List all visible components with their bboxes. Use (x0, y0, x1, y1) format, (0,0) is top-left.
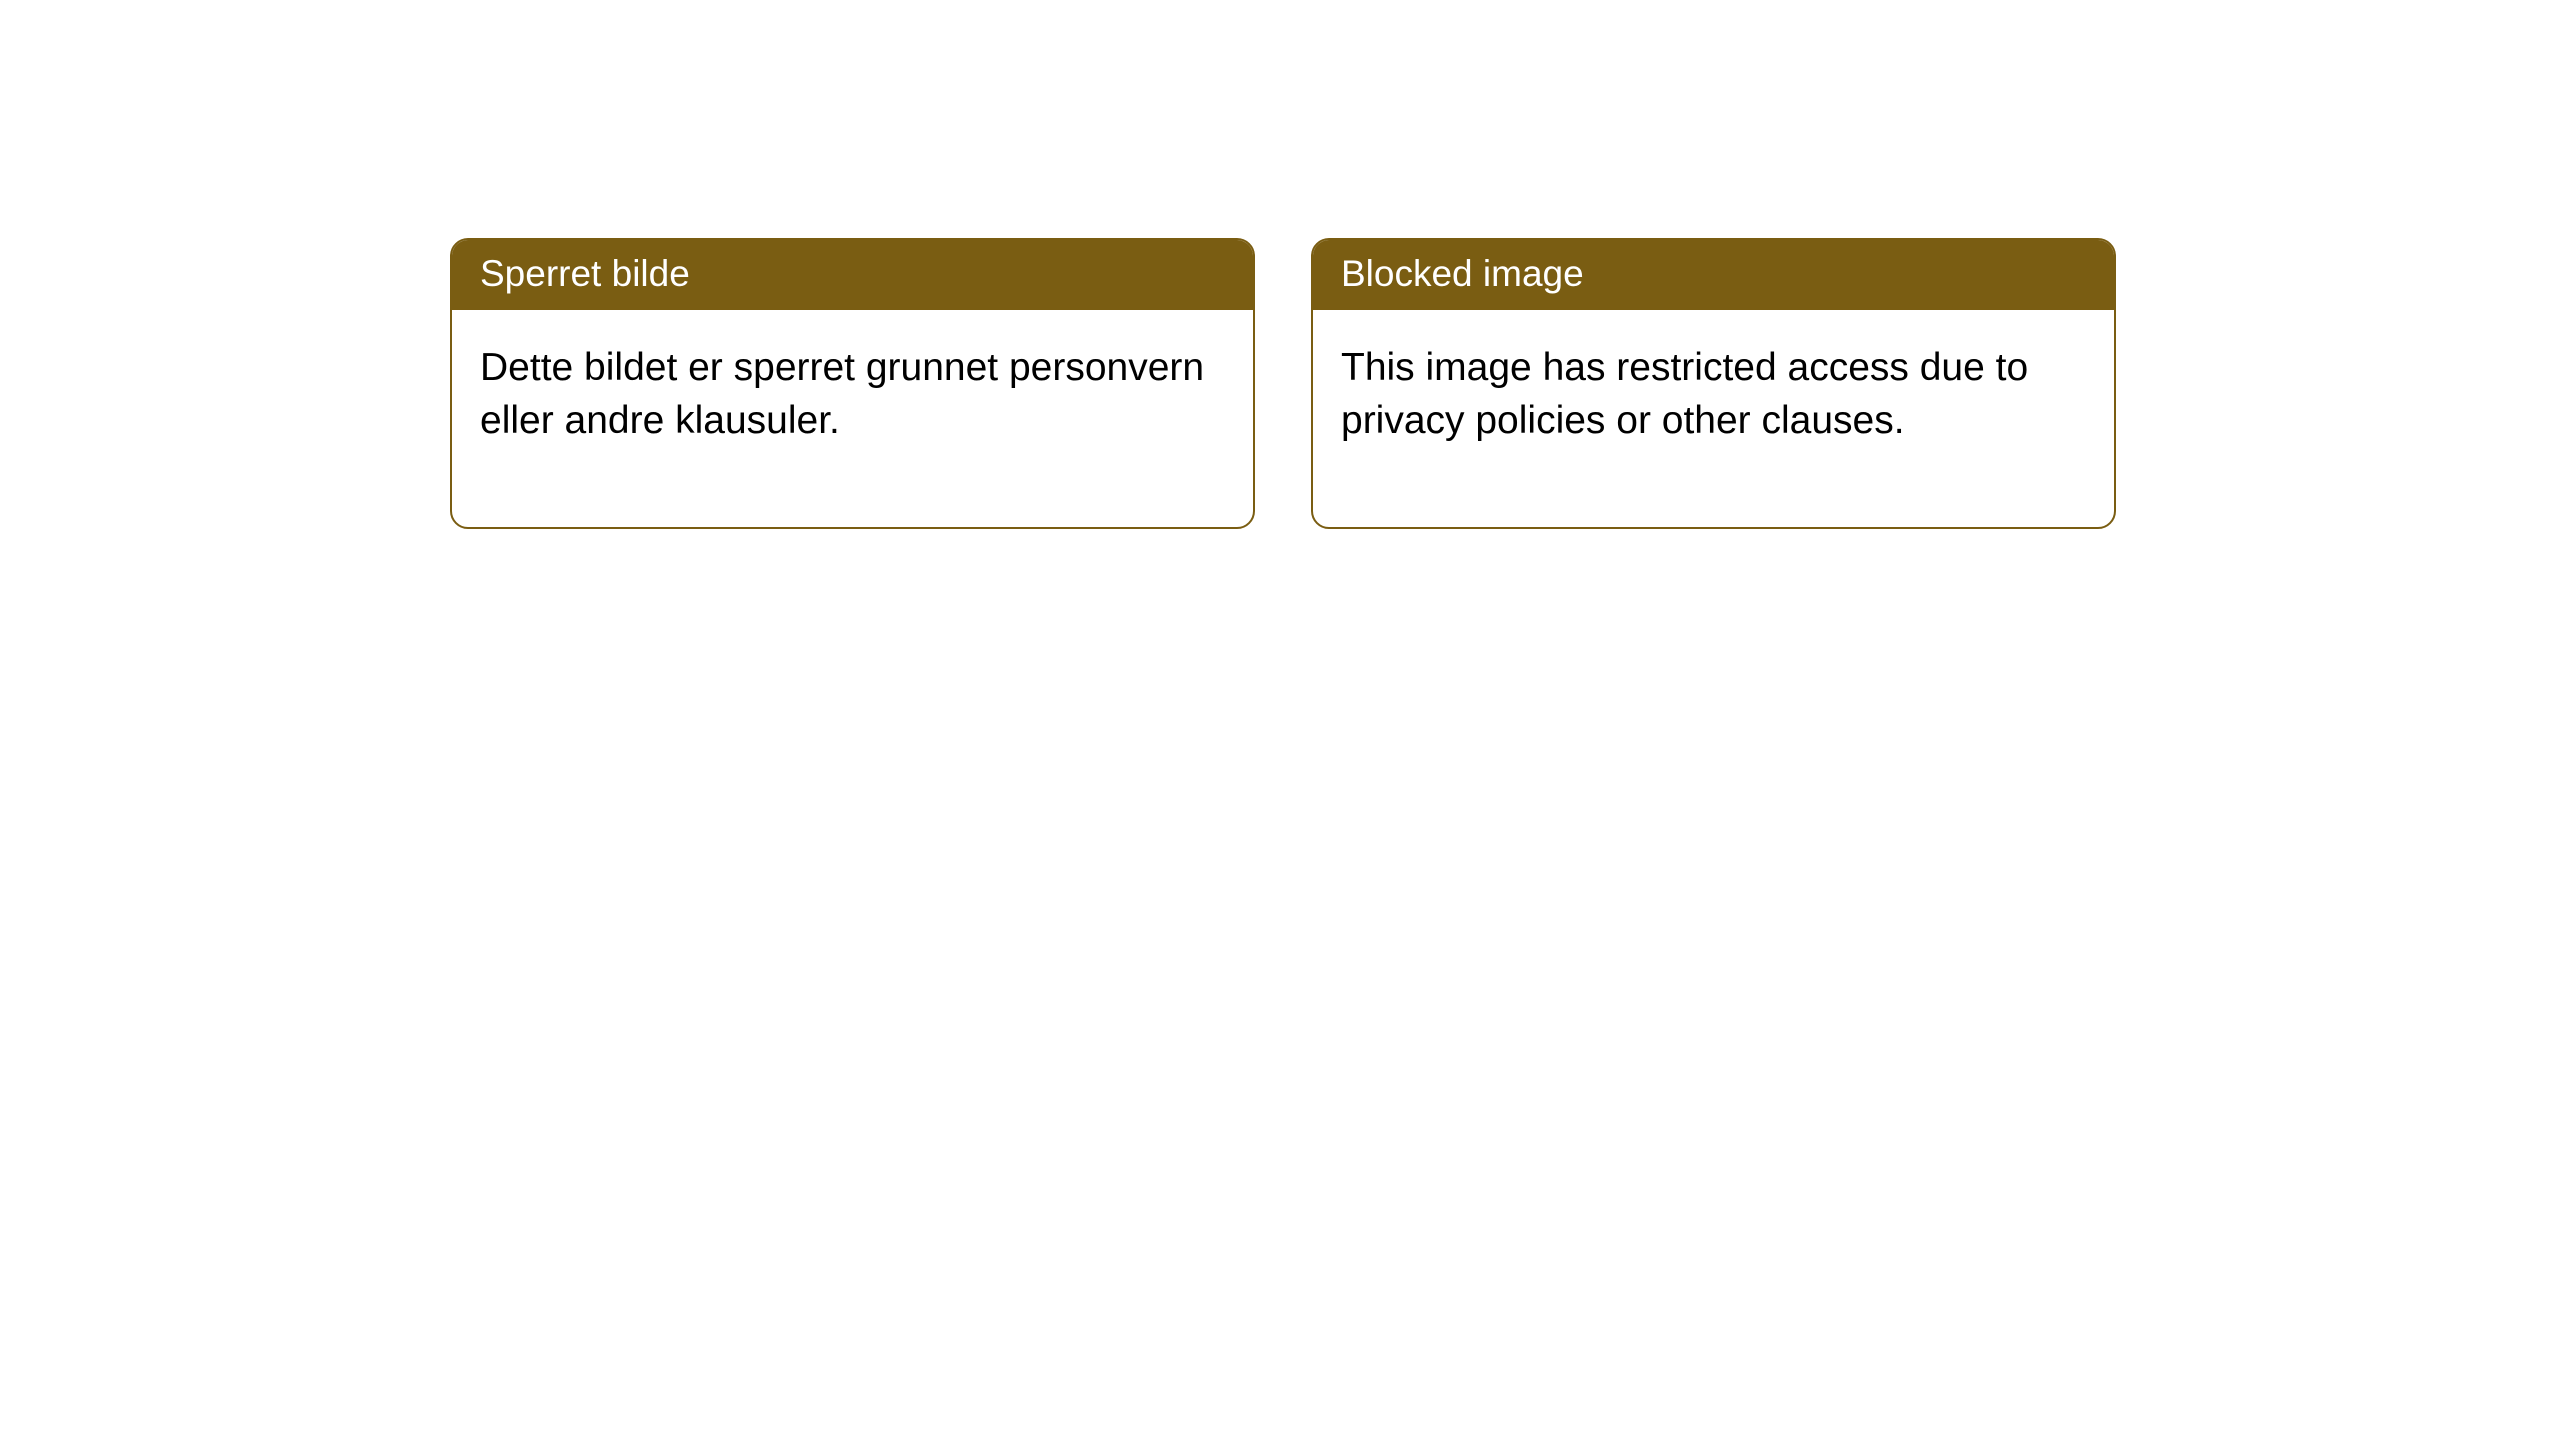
notice-title-english: Blocked image (1313, 240, 2114, 310)
notice-box-norwegian: Sperret bilde Dette bildet er sperret gr… (450, 238, 1255, 529)
notice-title-norwegian: Sperret bilde (452, 240, 1253, 310)
notice-body-english: This image has restricted access due to … (1313, 310, 2114, 527)
notice-box-english: Blocked image This image has restricted … (1311, 238, 2116, 529)
notice-body-norwegian: Dette bildet er sperret grunnet personve… (452, 310, 1253, 527)
notice-container: Sperret bilde Dette bildet er sperret gr… (0, 0, 2560, 529)
